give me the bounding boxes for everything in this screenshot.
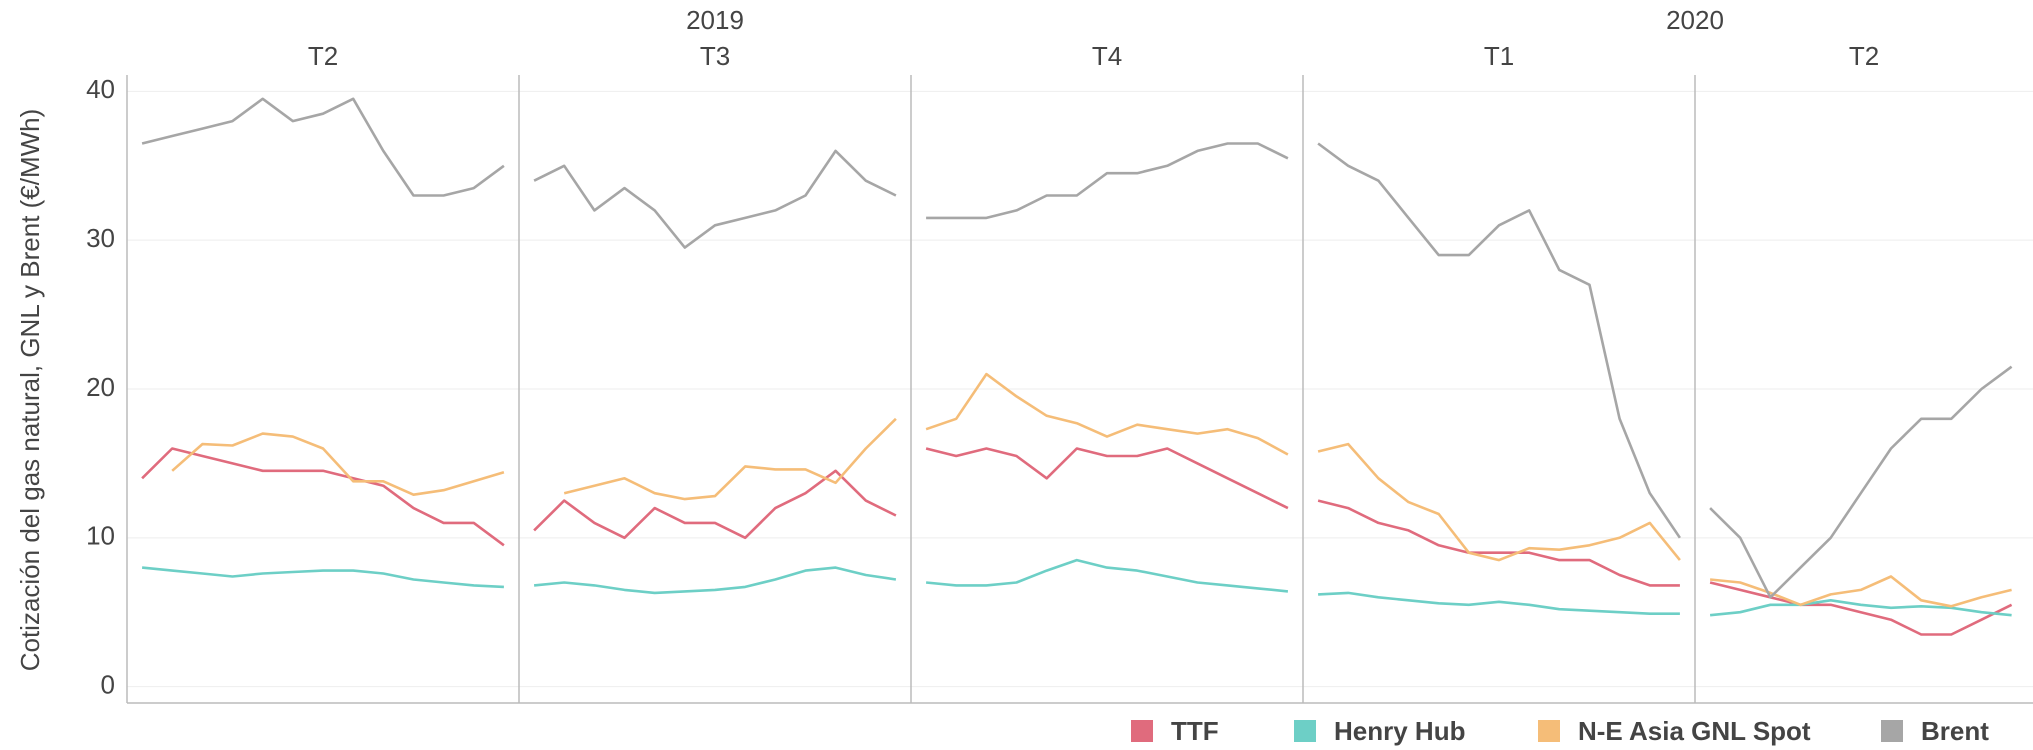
series-line [1317, 499, 1680, 587]
legend-label: TTF [1171, 716, 1219, 746]
y-tick-label: 0 [101, 670, 115, 700]
y-tick-label: 10 [86, 521, 115, 551]
series-line [1317, 442, 1681, 562]
legend-swatch [1131, 720, 1153, 742]
quarter-label: T1 [1484, 41, 1514, 71]
series-line [533, 469, 897, 540]
series-line [533, 149, 897, 249]
series-line [925, 447, 1289, 510]
legend-label: N-E Asia GNL Spot [1578, 716, 1811, 746]
series-line [926, 142, 1289, 220]
series-line [1709, 365, 2013, 599]
series-line [141, 447, 505, 547]
series-line [925, 372, 1289, 456]
y-axis-label: Cotización del gas natural, GNL y Brent … [15, 109, 45, 672]
series-line [925, 558, 1289, 593]
series-line [1709, 599, 2012, 617]
legend-label: Henry Hub [1334, 716, 1465, 746]
quarter-label: T2 [308, 41, 338, 71]
y-tick-label: 40 [86, 74, 115, 104]
series-line [171, 432, 505, 496]
legend-swatch [1881, 720, 1903, 742]
series-line [1318, 591, 1680, 615]
series-line [141, 97, 505, 197]
series-line [1709, 581, 2013, 636]
legend-swatch [1294, 720, 1316, 742]
y-tick-label: 20 [86, 372, 115, 402]
series-line [1317, 142, 1681, 539]
series-line [1709, 575, 2012, 608]
quarter-label: T4 [1092, 41, 1122, 71]
series-line [533, 566, 897, 595]
quarter-label: T2 [1849, 41, 1879, 71]
y-tick-label: 30 [86, 223, 115, 253]
legend-label: Brent [1921, 716, 1989, 746]
series-line [141, 566, 504, 589]
quarter-label: T3 [700, 41, 730, 71]
legend-swatch [1538, 720, 1560, 742]
series-line [563, 417, 897, 501]
year-label: 2020 [1666, 5, 1724, 35]
year-label: 2019 [686, 5, 744, 35]
